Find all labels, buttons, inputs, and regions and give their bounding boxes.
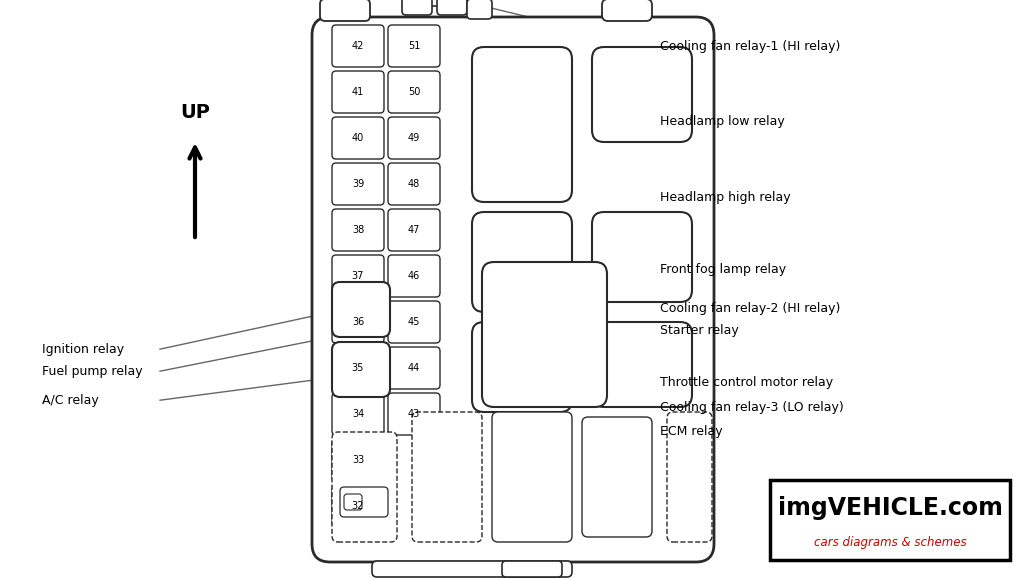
FancyBboxPatch shape <box>332 117 384 159</box>
FancyBboxPatch shape <box>319 0 370 21</box>
FancyBboxPatch shape <box>467 0 492 19</box>
Text: Fuel pump relay: Fuel pump relay <box>42 365 142 378</box>
FancyBboxPatch shape <box>472 47 572 202</box>
Text: 41: 41 <box>352 87 365 97</box>
FancyBboxPatch shape <box>332 342 390 397</box>
Text: 45: 45 <box>408 317 420 327</box>
FancyBboxPatch shape <box>388 117 440 159</box>
FancyBboxPatch shape <box>340 487 388 517</box>
Text: 44: 44 <box>408 363 420 373</box>
FancyBboxPatch shape <box>502 561 562 577</box>
FancyBboxPatch shape <box>602 0 652 21</box>
Text: A/C relay: A/C relay <box>42 394 98 407</box>
Text: 51: 51 <box>408 41 420 51</box>
FancyBboxPatch shape <box>492 412 572 542</box>
FancyBboxPatch shape <box>388 209 440 251</box>
FancyBboxPatch shape <box>332 301 384 343</box>
FancyBboxPatch shape <box>388 71 440 113</box>
FancyBboxPatch shape <box>332 71 384 113</box>
Text: 43: 43 <box>408 409 420 419</box>
FancyBboxPatch shape <box>388 163 440 205</box>
FancyBboxPatch shape <box>332 347 384 389</box>
Text: 39: 39 <box>352 179 365 189</box>
Text: 35: 35 <box>352 363 365 373</box>
Text: imgVEHICLE.com: imgVEHICLE.com <box>777 496 1002 520</box>
FancyBboxPatch shape <box>388 393 440 435</box>
FancyBboxPatch shape <box>332 393 384 435</box>
FancyBboxPatch shape <box>472 212 572 312</box>
FancyBboxPatch shape <box>412 412 482 542</box>
Text: 36: 36 <box>352 317 365 327</box>
FancyBboxPatch shape <box>472 322 572 412</box>
Text: Throttle control motor relay: Throttle control motor relay <box>660 376 834 389</box>
Text: 37: 37 <box>352 271 365 281</box>
Text: 46: 46 <box>408 271 420 281</box>
Text: 33: 33 <box>352 455 365 465</box>
FancyBboxPatch shape <box>332 25 384 67</box>
Text: 38: 38 <box>352 225 365 235</box>
Text: UP: UP <box>180 103 210 122</box>
Text: ECM relay: ECM relay <box>660 425 723 438</box>
FancyBboxPatch shape <box>582 417 652 537</box>
FancyBboxPatch shape <box>332 485 384 527</box>
Text: 50: 50 <box>408 87 420 97</box>
FancyBboxPatch shape <box>372 561 572 577</box>
Text: 32: 32 <box>352 501 365 511</box>
Text: Cooling fan relay-3 (LO relay): Cooling fan relay-3 (LO relay) <box>660 401 844 414</box>
FancyBboxPatch shape <box>332 209 384 251</box>
FancyBboxPatch shape <box>482 262 607 407</box>
Text: Front fog lamp relay: Front fog lamp relay <box>660 263 786 276</box>
Text: 47: 47 <box>408 225 420 235</box>
FancyBboxPatch shape <box>437 0 467 15</box>
FancyBboxPatch shape <box>667 412 712 542</box>
Text: 40: 40 <box>352 133 365 143</box>
Text: Ignition relay: Ignition relay <box>42 343 124 356</box>
Text: Headlamp low relay: Headlamp low relay <box>660 115 784 128</box>
FancyBboxPatch shape <box>592 212 692 302</box>
FancyBboxPatch shape <box>388 301 440 343</box>
Bar <box>770 480 1010 560</box>
FancyBboxPatch shape <box>332 439 384 481</box>
FancyBboxPatch shape <box>332 282 390 337</box>
Text: 49: 49 <box>408 133 420 143</box>
FancyBboxPatch shape <box>402 0 432 15</box>
FancyBboxPatch shape <box>388 347 440 389</box>
FancyBboxPatch shape <box>332 255 384 297</box>
FancyBboxPatch shape <box>592 47 692 142</box>
Text: 48: 48 <box>408 179 420 189</box>
Text: Starter relay: Starter relay <box>660 324 738 337</box>
FancyBboxPatch shape <box>388 255 440 297</box>
Text: cars diagrams & schemes: cars diagrams & schemes <box>814 536 967 549</box>
Text: 34: 34 <box>352 409 365 419</box>
Text: Headlamp high relay: Headlamp high relay <box>660 191 791 204</box>
Text: 42: 42 <box>352 41 365 51</box>
FancyBboxPatch shape <box>388 25 440 67</box>
FancyBboxPatch shape <box>332 432 397 542</box>
Text: Cooling fan relay-2 (HI relay): Cooling fan relay-2 (HI relay) <box>660 302 841 315</box>
FancyBboxPatch shape <box>344 494 362 510</box>
Text: Cooling fan relay-1 (HI relay): Cooling fan relay-1 (HI relay) <box>660 40 841 53</box>
FancyBboxPatch shape <box>332 163 384 205</box>
FancyBboxPatch shape <box>312 17 714 562</box>
FancyBboxPatch shape <box>592 322 692 407</box>
